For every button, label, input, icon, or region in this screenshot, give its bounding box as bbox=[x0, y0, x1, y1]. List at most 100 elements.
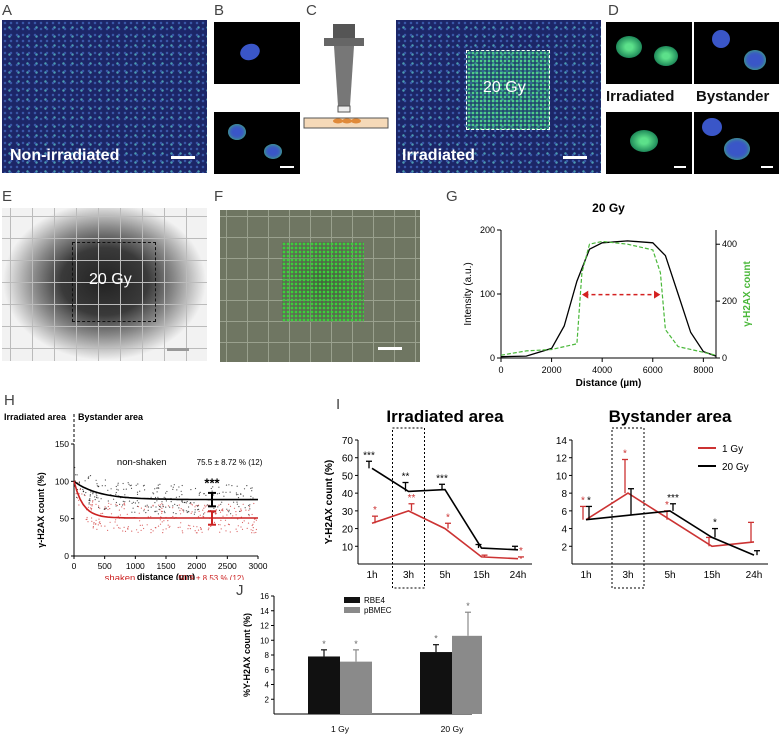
x-tick-label: 2500 bbox=[218, 561, 237, 571]
scatter-point bbox=[194, 509, 196, 511]
scatter-point bbox=[92, 500, 94, 502]
legend-swatch bbox=[344, 607, 360, 613]
scatter-point bbox=[118, 509, 120, 511]
scatter-point bbox=[220, 509, 223, 511]
scatter-point bbox=[91, 507, 93, 510]
scatter-point bbox=[183, 501, 185, 504]
scatter-point bbox=[165, 500, 167, 502]
scatter-point bbox=[123, 488, 125, 490]
scatter-point bbox=[142, 485, 145, 487]
significance-mark: ** bbox=[408, 493, 416, 504]
scatter-point bbox=[202, 509, 204, 511]
scatter-point bbox=[217, 506, 219, 508]
scatter-point bbox=[255, 519, 257, 521]
series-line bbox=[500, 240, 717, 356]
x-tick-label: 0 bbox=[72, 561, 77, 571]
significance-mark: * bbox=[446, 512, 450, 523]
scatter-point bbox=[194, 506, 196, 508]
scatter-point bbox=[241, 521, 244, 524]
y-tick-label: 12 bbox=[260, 622, 269, 631]
scatter-point bbox=[125, 488, 127, 490]
scatter-point bbox=[157, 513, 159, 515]
scatter-point bbox=[220, 503, 222, 505]
scatter-point bbox=[161, 507, 163, 509]
scatter-point bbox=[247, 522, 250, 524]
scale-bar bbox=[280, 166, 294, 168]
scatter-point bbox=[95, 523, 97, 525]
scatter-point bbox=[85, 492, 87, 494]
scatter-point bbox=[219, 511, 222, 513]
scatter-point bbox=[119, 514, 121, 516]
scatter-point bbox=[139, 524, 141, 526]
panel-i-irradiated-chart: Irradiated area 10 20 30 40 50 60 70 1h 3h 5h 15h 24… bbox=[324, 407, 532, 589]
scatter-point bbox=[88, 502, 90, 504]
scatter-point bbox=[226, 508, 228, 510]
scatter-point bbox=[186, 511, 188, 514]
scatter-point bbox=[180, 513, 182, 515]
scatter-point bbox=[123, 503, 125, 505]
scatter-point bbox=[248, 504, 250, 507]
series-line bbox=[585, 510, 755, 556]
scatter-point bbox=[130, 484, 132, 486]
scatter-point bbox=[162, 504, 164, 506]
panel-c-micrograph: 20 Gy Irradiated bbox=[396, 20, 601, 173]
scatter-point bbox=[199, 491, 201, 493]
scatter-point bbox=[113, 498, 115, 500]
nucleus bbox=[616, 36, 642, 58]
scatter-point bbox=[180, 508, 182, 510]
scatter-point bbox=[124, 501, 126, 503]
scatter-point bbox=[204, 504, 206, 506]
x-tick-label: 24h bbox=[746, 570, 763, 581]
scatter-point bbox=[179, 509, 181, 512]
scatter-point bbox=[104, 525, 106, 527]
panel-letter-h: H bbox=[4, 392, 15, 409]
scatter-point bbox=[163, 510, 165, 512]
x-tick-label: 2000 bbox=[542, 365, 562, 375]
scatter-point bbox=[89, 507, 92, 509]
scatter-point bbox=[123, 526, 125, 528]
scatter-point bbox=[235, 514, 237, 516]
scatter-point bbox=[109, 521, 111, 523]
scatter-point bbox=[228, 484, 230, 486]
scatter-point bbox=[242, 495, 244, 497]
panel-letter-c: C bbox=[306, 2, 317, 19]
bar bbox=[340, 661, 372, 714]
scatter-point bbox=[131, 502, 133, 504]
scatter-point bbox=[190, 503, 192, 505]
scatter-point bbox=[117, 484, 119, 486]
chart-title: 20 Gy bbox=[592, 201, 625, 215]
scatter-point bbox=[214, 512, 216, 514]
nucleus bbox=[724, 138, 750, 160]
y-tick-label: 8 bbox=[561, 489, 567, 500]
scatter-point bbox=[92, 501, 94, 503]
scatter-point bbox=[139, 490, 141, 492]
scatter-point bbox=[240, 508, 242, 510]
panel-d-bystander-bottom bbox=[694, 112, 779, 174]
scatter-point bbox=[87, 477, 89, 479]
scatter-point bbox=[193, 525, 195, 527]
scatter-point bbox=[218, 509, 221, 511]
nucleus bbox=[264, 144, 282, 159]
scatter-point bbox=[161, 521, 163, 523]
significance-mark: *** bbox=[436, 473, 448, 484]
y-axis-label: %Y-H2AX count (%) bbox=[242, 613, 252, 697]
scatter-point bbox=[231, 485, 233, 487]
scatter-point bbox=[154, 510, 156, 512]
scatter-point bbox=[196, 526, 198, 528]
nucleus bbox=[702, 118, 722, 136]
scatter-point bbox=[78, 499, 80, 501]
scatter-point bbox=[98, 506, 100, 509]
scatter-point bbox=[82, 491, 84, 493]
scatter-point bbox=[225, 484, 228, 486]
panel-d-bystander-top bbox=[694, 22, 779, 84]
panel-a-caption: Non-irradiated bbox=[10, 147, 120, 164]
scatter-point bbox=[218, 492, 220, 494]
scatter-point bbox=[121, 506, 123, 508]
scatter-point bbox=[101, 485, 103, 487]
series-stat-nonshaken: 75.5 ± 8.72 % (12) bbox=[197, 458, 263, 467]
scatter-point bbox=[170, 485, 172, 487]
scatter-point bbox=[252, 527, 254, 529]
fit-curve bbox=[73, 480, 258, 501]
scatter-point bbox=[95, 503, 97, 505]
scatter-point bbox=[224, 519, 227, 521]
